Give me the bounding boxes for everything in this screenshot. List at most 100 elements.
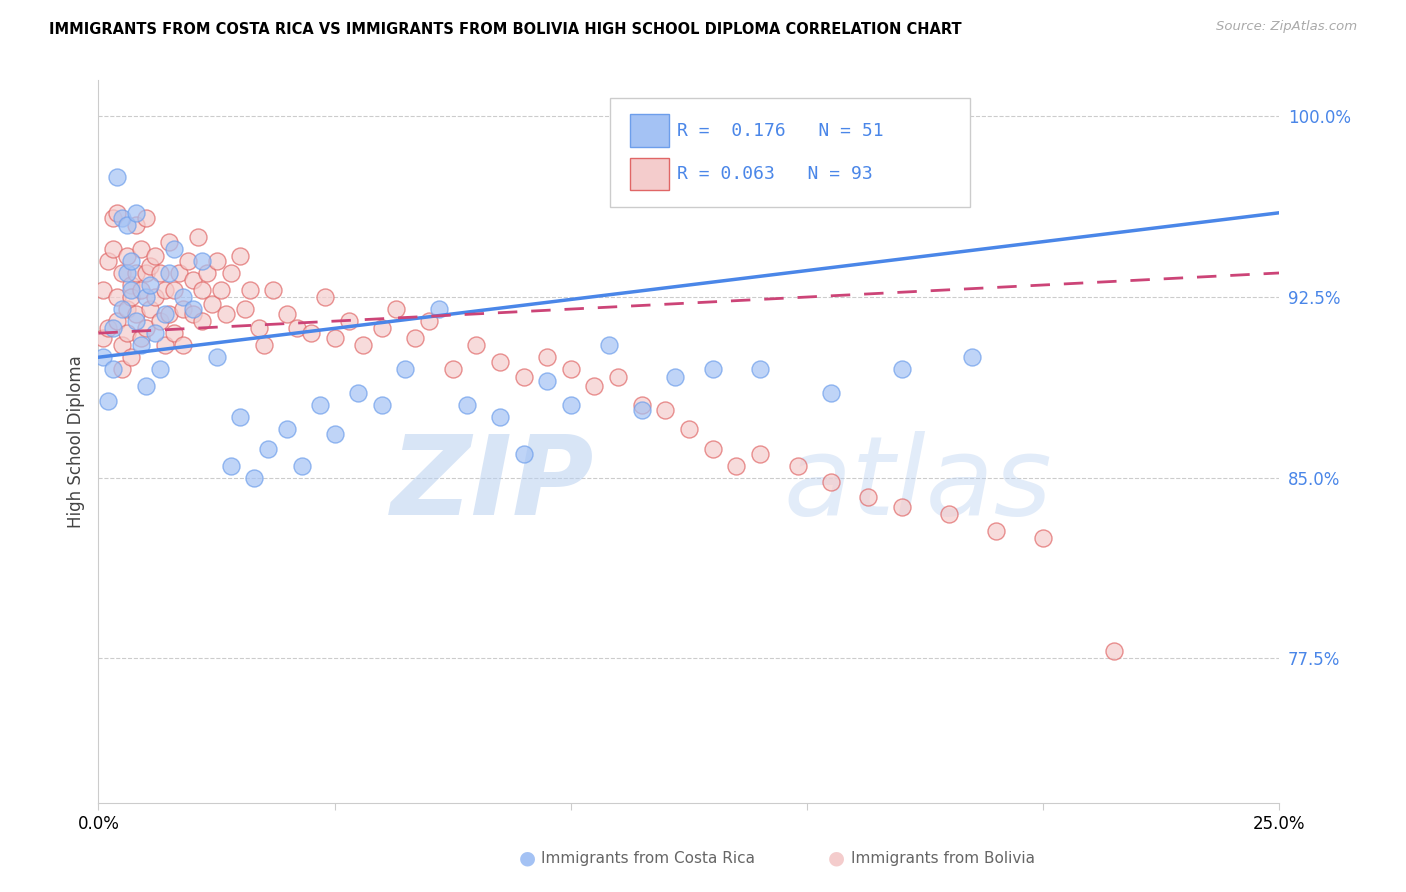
FancyBboxPatch shape [610,98,970,207]
Point [129,242,152,256]
Point [962,351,984,365]
Text: atlas: atlas [783,432,1052,539]
Text: Immigrants from Bolivia: Immigrants from Bolivia [851,851,1035,865]
Point [135,266,157,280]
Point [111,301,134,317]
Point [149,362,172,376]
Point [125,307,148,321]
Bar [630,158,669,190]
Point [1102,644,1125,658]
Text: IMMIGRANTS FROM COSTA RICA VS IMMIGRANTS FROM BOLIVIA HIGH SCHOOL DIPLOMA CORREL: IMMIGRANTS FROM COSTA RICA VS IMMIGRANTS… [49,22,962,37]
Y-axis label: High School Diploma: High School Diploma [66,355,84,528]
Point [630,399,652,413]
Point [233,301,256,317]
Point [299,326,322,340]
Point [163,326,186,340]
Point [253,338,276,352]
Point [371,399,394,413]
Point [125,206,148,220]
Point [209,283,232,297]
Point [418,314,440,328]
Point [135,211,157,225]
Point [101,321,124,335]
Text: R =  0.176   N = 51: R = 0.176 N = 51 [678,122,884,140]
Point [201,297,224,311]
Point [215,307,238,321]
Point [149,314,172,328]
Point [115,326,138,340]
Point [129,338,152,352]
Point [314,290,336,304]
Point [489,410,512,425]
Point [512,446,534,460]
Point [371,321,394,335]
Point [456,399,478,413]
Point [890,500,912,514]
Point [143,249,166,263]
Point [105,314,128,328]
Point [157,307,180,321]
Point [654,403,676,417]
Point [101,242,124,256]
Point [191,254,214,268]
Point [143,290,166,304]
Point [135,321,157,335]
Point [748,362,770,376]
Point [153,338,176,352]
Point [858,490,880,504]
Point [262,283,284,297]
Text: R = 0.063   N = 93: R = 0.063 N = 93 [678,165,873,183]
Point [664,369,686,384]
Point [820,475,842,490]
Point [239,283,262,297]
Point [536,374,558,388]
Point [111,266,134,280]
Point [285,321,308,335]
Point [91,351,114,365]
Point [702,362,724,376]
Point [97,321,120,335]
Point [125,314,148,328]
Point [101,362,124,376]
Point [678,423,700,437]
Point [181,307,204,321]
Point [229,410,252,425]
Point [247,321,270,335]
Point [347,386,370,401]
Point [153,283,176,297]
Point [121,351,143,365]
Point [125,218,148,232]
Point [172,290,194,304]
Point [139,277,162,292]
Point [149,266,172,280]
Point [243,471,266,485]
Text: ●: ● [519,848,536,868]
Point [427,301,450,317]
Point [139,259,162,273]
Point [786,458,808,473]
Point [135,379,157,393]
Point [115,266,138,280]
Point [205,351,228,365]
Point [91,331,114,345]
Point [91,283,114,297]
Point [181,273,204,287]
Point [115,249,138,263]
Point [181,301,204,317]
Point [97,393,120,408]
Point [121,277,143,292]
Text: ZIP: ZIP [391,432,595,539]
Point [536,351,558,365]
Text: Source: ZipAtlas.com: Source: ZipAtlas.com [1216,20,1357,33]
Point [191,283,214,297]
Point [938,507,960,521]
Point [598,338,620,352]
Point [404,331,426,345]
Point [172,338,194,352]
Point [121,283,143,297]
Point [111,211,134,225]
Point [111,362,134,376]
Point [125,266,148,280]
Point [276,423,298,437]
Point [257,442,280,456]
